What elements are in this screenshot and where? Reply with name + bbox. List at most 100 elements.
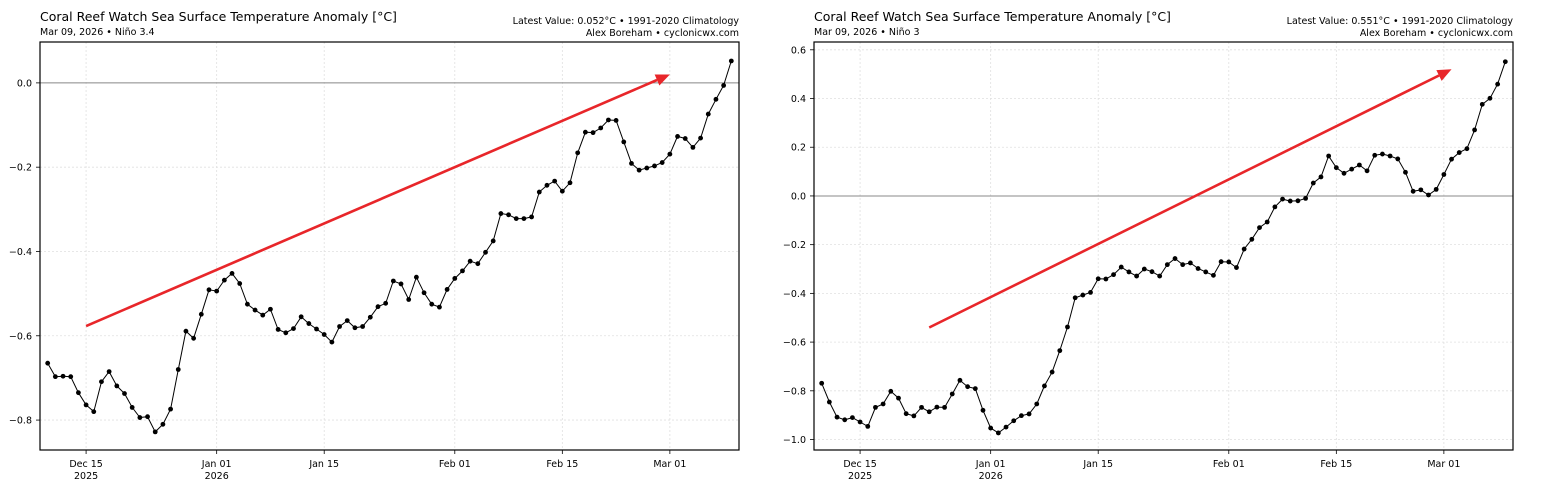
- x-tick-label: Jan 01: [975, 459, 1006, 470]
- sst-anomaly-line: [47, 60, 732, 433]
- data-point: [114, 383, 120, 389]
- data-point: [1088, 290, 1093, 295]
- data-point: [705, 111, 711, 117]
- data-point: [1264, 219, 1270, 225]
- data-point: [352, 325, 358, 331]
- x-tick-label: Feb 01: [1213, 459, 1245, 470]
- data-point: [1180, 262, 1186, 268]
- data-point: [1057, 348, 1063, 354]
- data-point: [237, 281, 243, 286]
- data-point: [1011, 418, 1017, 424]
- data-point: [91, 409, 97, 415]
- data-point: [1195, 266, 1201, 271]
- data-point: [298, 314, 304, 320]
- data-point: [1433, 186, 1439, 192]
- x-tick-label: Feb 15: [546, 459, 578, 470]
- y-tick-label: −0.8: [9, 416, 32, 427]
- data-point: [1364, 168, 1370, 174]
- data-point: [957, 377, 963, 383]
- data-point: [260, 312, 266, 318]
- data-point: [1310, 180, 1316, 186]
- x-tick-label: Jan 15: [308, 459, 339, 470]
- data-point: [652, 163, 657, 169]
- data-point: [1426, 192, 1431, 198]
- x-tick-label: Dec 15: [843, 459, 877, 470]
- data-point: [291, 326, 296, 332]
- data-point: [60, 373, 66, 379]
- data-point: [160, 421, 166, 427]
- data-point: [1049, 369, 1055, 375]
- data-point: [68, 374, 74, 380]
- trend-arrow-head: [654, 74, 670, 86]
- trend-arrow-head: [1436, 69, 1452, 81]
- data-point: [1034, 401, 1040, 407]
- data-point: [1065, 324, 1070, 330]
- data-point: [1349, 166, 1355, 172]
- y-tick-label: −0.6: [9, 331, 32, 342]
- y-tick-label: −0.4: [9, 247, 32, 258]
- data-point: [429, 301, 435, 307]
- data-point: [1272, 204, 1278, 210]
- data-point: [1326, 153, 1332, 159]
- data-point: [1095, 276, 1101, 282]
- data-point: [903, 411, 909, 417]
- data-point: [819, 380, 825, 386]
- data-point: [911, 413, 917, 419]
- data-point: [152, 429, 158, 435]
- data-point: [1211, 272, 1216, 278]
- data-point: [1157, 273, 1163, 279]
- data-point: [567, 180, 573, 186]
- data-point: [390, 278, 396, 284]
- data-point: [1080, 292, 1086, 298]
- data-point: [575, 150, 581, 156]
- data-point: [529, 214, 535, 220]
- data-point: [1441, 172, 1447, 177]
- data-point: [728, 58, 734, 64]
- data-point: [1126, 269, 1132, 275]
- data-point: [713, 96, 719, 102]
- data-point: [1172, 256, 1178, 261]
- y-tick-label: −0.8: [783, 386, 806, 397]
- data-point: [965, 384, 971, 390]
- data-point: [122, 391, 127, 396]
- x-tick-year-label: 2025: [848, 471, 872, 482]
- data-point: [344, 318, 350, 324]
- data-point: [1164, 262, 1170, 268]
- data-point: [629, 160, 634, 166]
- y-tick-label: −0.2: [783, 240, 806, 251]
- data-point: [1103, 276, 1109, 282]
- data-point: [1203, 269, 1209, 275]
- data-point: [865, 423, 871, 429]
- data-point: [1372, 152, 1378, 158]
- data-point: [1234, 265, 1239, 270]
- y-tick-label: −1.0: [783, 435, 806, 446]
- y-tick-label: 0.2: [791, 143, 806, 154]
- data-point: [360, 324, 366, 329]
- y-tick-label: 0.4: [791, 94, 806, 105]
- data-point: [421, 290, 427, 296]
- data-point: [1495, 81, 1501, 87]
- data-point: [1303, 195, 1309, 201]
- data-point: [1479, 101, 1485, 107]
- chart-title: Coral Reef Watch Sea Surface Temperature…: [814, 9, 1171, 24]
- data-point: [367, 314, 373, 320]
- data-point: [850, 415, 855, 421]
- data-point: [842, 417, 848, 423]
- trend-arrow-shaft: [85, 78, 658, 328]
- x-tick-year-label: 2026: [205, 471, 229, 482]
- nino3-chart: Coral Reef Watch Sea Surface Temperature…: [783, 9, 1514, 482]
- data-point: [934, 404, 940, 410]
- data-point: [99, 379, 104, 385]
- chart-subtitle: Mar 09, 2026 • Niño 3.4: [40, 27, 155, 38]
- data-point: [467, 258, 473, 264]
- x-tick-label: Feb 15: [1320, 459, 1352, 470]
- data-point: [521, 216, 527, 222]
- data-point: [1341, 170, 1347, 176]
- data-point: [690, 144, 696, 150]
- chart-subtitle: Mar 09, 2026 • Niño 3: [814, 27, 920, 38]
- data-point: [268, 306, 273, 312]
- data-point: [582, 129, 588, 135]
- data-point: [1403, 169, 1408, 175]
- data-point: [888, 388, 894, 394]
- data-point: [1410, 188, 1416, 194]
